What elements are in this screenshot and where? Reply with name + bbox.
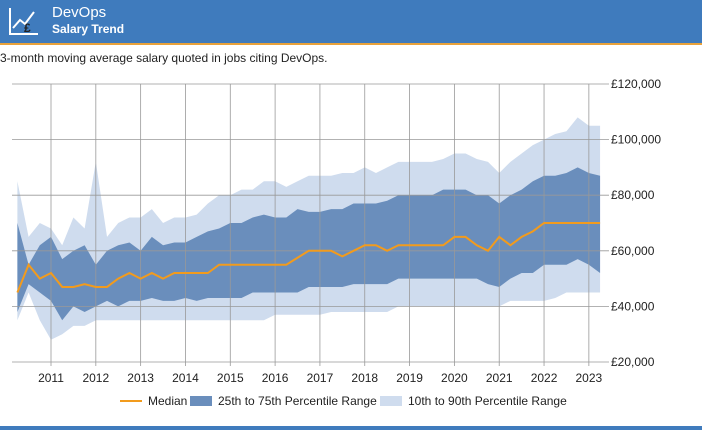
x-tick-label: 2013	[127, 371, 154, 385]
legend-label: 25th to 75th Percentile Range	[218, 394, 377, 408]
y-tick-label: £40,000	[611, 299, 655, 313]
x-tick-label: 2021	[486, 371, 513, 385]
header-subtitle: Salary Trend	[52, 22, 124, 36]
x-tick-label: 2016	[262, 371, 289, 385]
y-tick-label: £20,000	[611, 355, 655, 369]
y-tick-label: £60,000	[611, 244, 655, 258]
median-line	[16, 222, 601, 293]
legend-label: 10th to 90th Percentile Range	[408, 394, 567, 408]
y-tick-label: £80,000	[611, 188, 655, 202]
x-tick-label: 2020	[441, 371, 468, 385]
header-title: DevOps	[52, 4, 106, 21]
x-tick-label: 2014	[172, 371, 199, 385]
x-tick-label: 2011	[38, 371, 64, 385]
header-rule	[0, 43, 702, 45]
chart-description: 3-month moving average salary quoted in …	[0, 51, 328, 65]
x-tick-label: 2018	[351, 371, 378, 385]
x-tick-label: 2015	[217, 371, 244, 385]
header-icon: £	[9, 8, 38, 35]
y-tick-label: £100,000	[611, 133, 661, 147]
x-tick-label: 2017	[307, 371, 334, 385]
x-tick-label: 2023	[576, 371, 603, 385]
x-tick-label: 2022	[531, 371, 558, 385]
y-tick-label: £120,000	[611, 77, 661, 91]
x-tick-label: 2019	[396, 371, 423, 385]
footer-bar	[0, 426, 702, 430]
x-tick-label: 2012	[82, 371, 109, 385]
legend-label: Median	[148, 394, 187, 408]
header-bar	[0, 0, 702, 43]
legend-swatch	[380, 396, 402, 406]
svg-text:£: £	[24, 21, 31, 35]
legend-swatch	[190, 396, 212, 406]
